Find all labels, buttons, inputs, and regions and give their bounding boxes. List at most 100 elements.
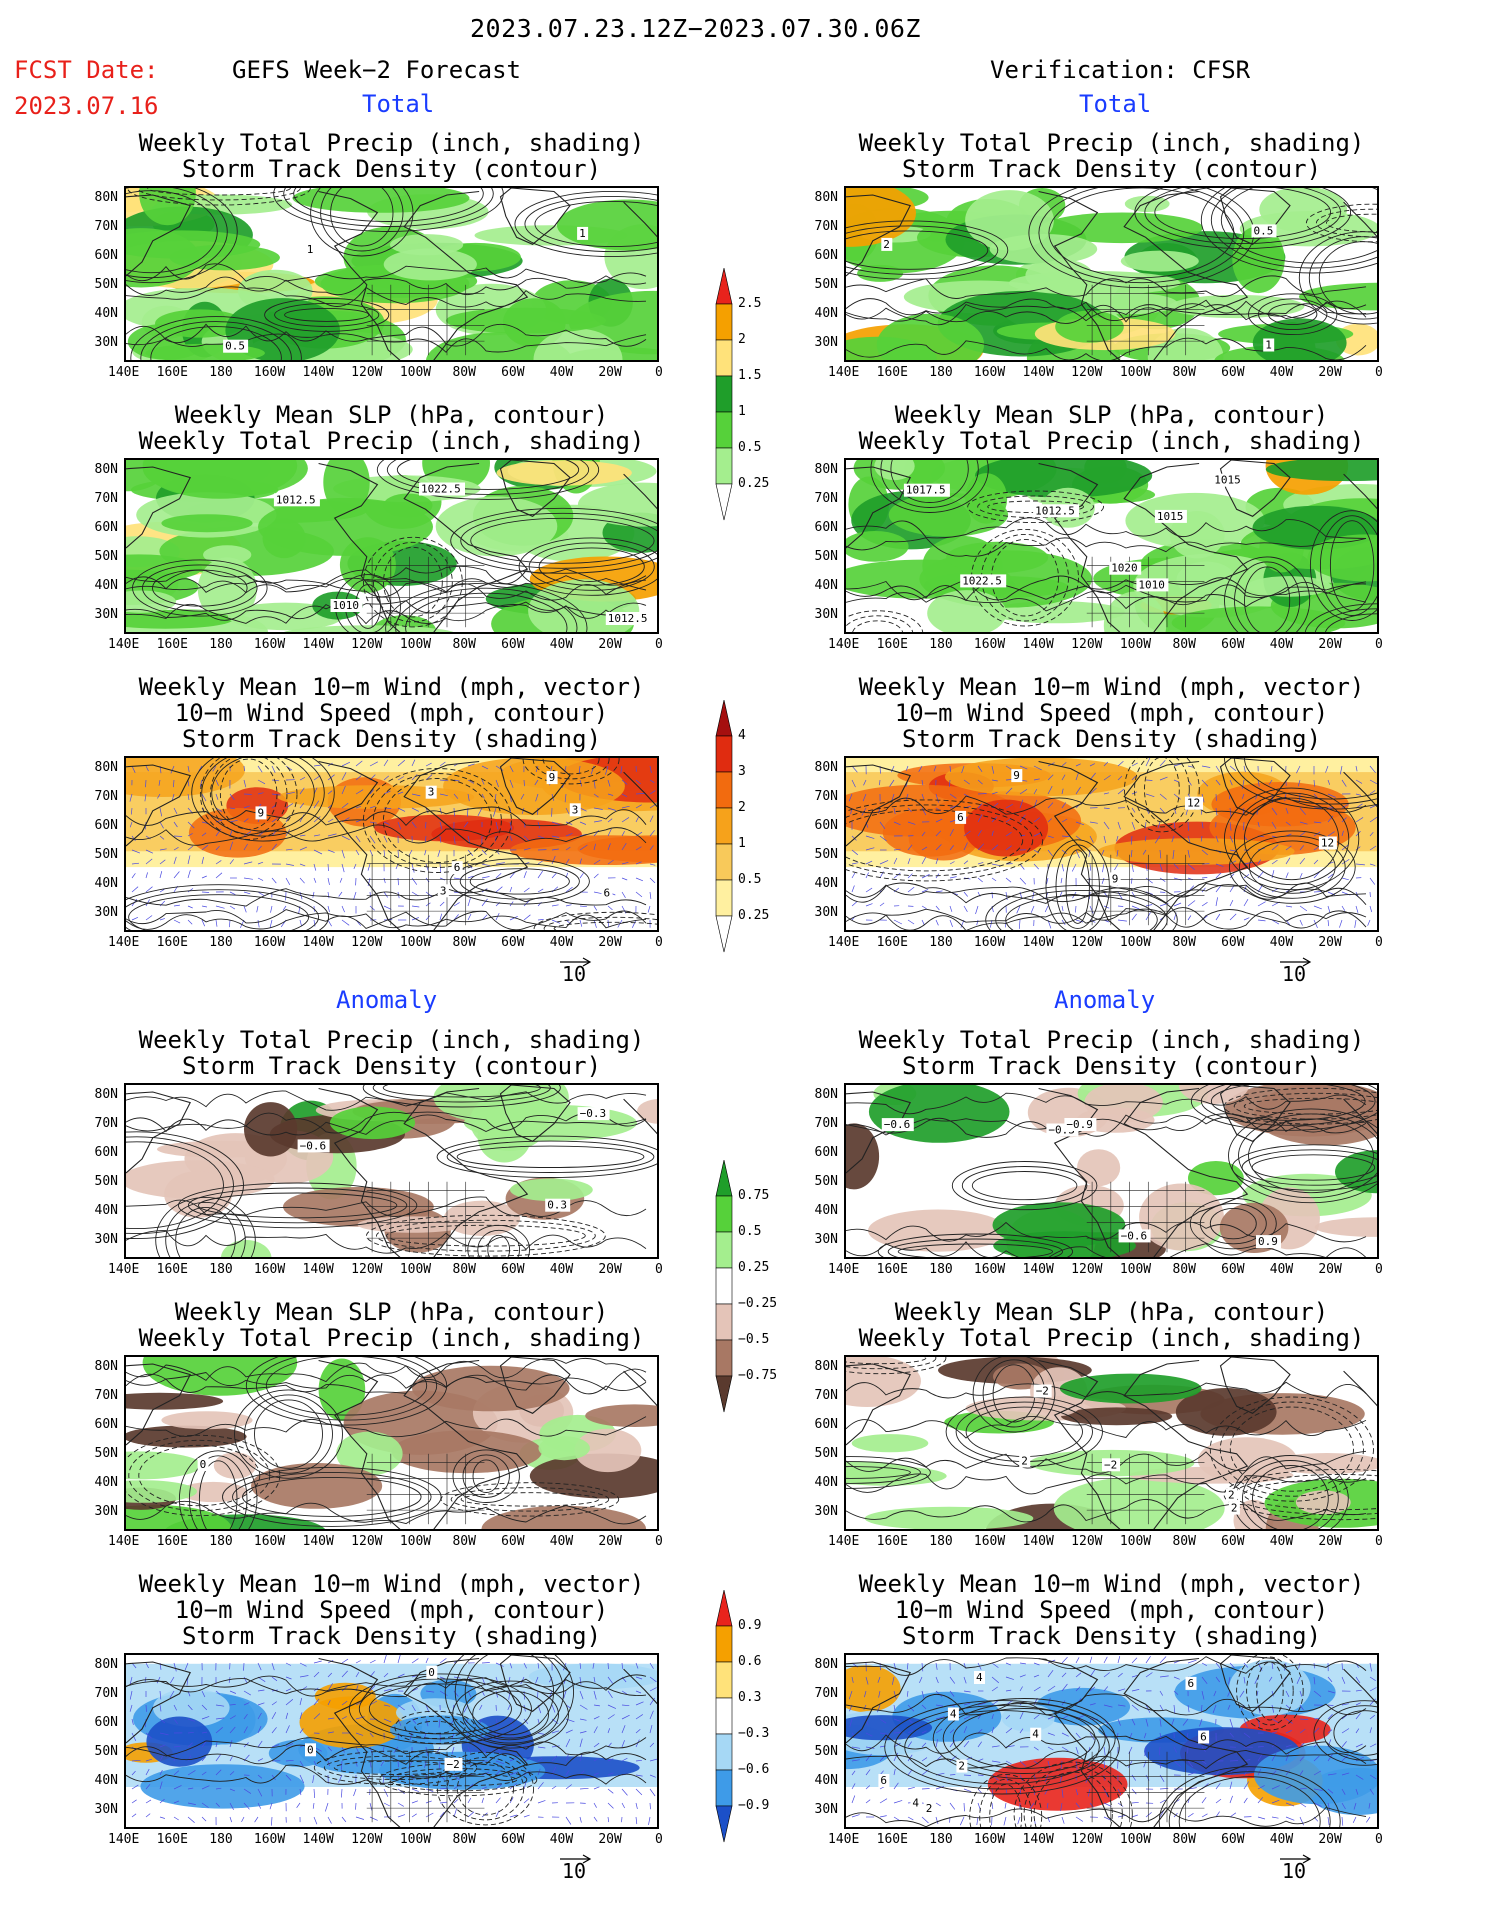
contour-label: 9 <box>546 771 558 785</box>
y-tick-label: 40N <box>814 1475 838 1490</box>
svg-text:4: 4 <box>976 1671 983 1684</box>
x-tick-label: 140E <box>828 935 860 950</box>
contour-label: 2 <box>881 237 893 251</box>
y-tick-label: 80N <box>94 1087 118 1102</box>
x-tick-label: 40W <box>549 1534 574 1549</box>
colorbar-tick-label: 1 <box>738 836 746 851</box>
svg-text:3: 3 <box>572 803 579 816</box>
y-tick-label: 40N <box>814 306 838 321</box>
y-tick-label: 40N <box>94 578 118 593</box>
y-tick-label: 30N <box>94 1802 118 1817</box>
panel-title-line: Weekly Mean 10−m Wind (mph, vector) <box>858 673 1365 701</box>
panel-title-line: Storm Track Density (contour) <box>181 155 602 183</box>
y-tick-label: 40N <box>814 876 838 891</box>
x-tick-label: 40W <box>549 1832 574 1847</box>
x-tick-label: 60W <box>1221 637 1245 652</box>
contour-label: 2 <box>1019 1454 1031 1468</box>
panel-title-line: Weekly Total Precip (inch, shading) <box>138 129 645 157</box>
panel-title-line: Weekly Total Precip (inch, shading) <box>858 1026 1365 1054</box>
x-tick-label: 20W <box>1318 1832 1342 1847</box>
vector-reference-arrow <box>1279 1849 1313 1868</box>
x-tick-label: 100W <box>1119 637 1152 652</box>
x-tick-label: 140W <box>1022 637 1054 652</box>
y-tick-label: 50N <box>94 277 118 292</box>
x-tick-label: 80W <box>452 1262 476 1277</box>
left-column-title: GEFS Week−2 Forecast <box>232 56 521 84</box>
x-tick-label: 20W <box>598 1534 622 1549</box>
x-tick-label: 100W <box>1119 1262 1152 1277</box>
x-tick-label: 160E <box>876 365 908 380</box>
x-tick-label: 140E <box>108 1262 140 1277</box>
panel-title-line: Storm Track Density (shading) <box>901 1622 1322 1650</box>
contour-label: 1 <box>577 226 589 240</box>
right-section-anomaly: Anomaly <box>1054 986 1156 1014</box>
y-tick-label: 50N <box>814 549 838 564</box>
x-tick-label: 160W <box>973 1262 1006 1277</box>
x-tick-label: 160W <box>253 637 286 652</box>
colorbar-tick-label: 3 <box>738 764 746 779</box>
x-tick-label: 160W <box>973 1534 1006 1549</box>
y-tick-label: 70N <box>814 1116 838 1131</box>
svg-text:4: 4 <box>912 1796 919 1809</box>
verification-map-panel: 1017.5 1020 1012.5 1010 1015 1015 1022.5 <box>844 458 1379 634</box>
x-tick-label: 20W <box>1318 637 1342 652</box>
svg-text:−2: −2 <box>1104 1458 1117 1471</box>
y-tick-label: 70N <box>94 1686 118 1701</box>
x-tick-label: 160E <box>876 637 908 652</box>
contour-label: 2 <box>923 1802 935 1816</box>
vector-reference-label: 10 <box>562 1859 587 1883</box>
x-tick-label: 100W <box>399 1832 432 1847</box>
x-tick-label: 140E <box>108 935 140 950</box>
x-tick-label: 140W <box>302 365 334 380</box>
colorbar-tick-label: −0.75 <box>738 1368 778 1383</box>
x-tick-label: 20W <box>598 1832 622 1847</box>
x-tick-label: 20W <box>1318 365 1342 380</box>
contour-label: 1 <box>304 242 316 256</box>
svg-text:0.5: 0.5 <box>1254 224 1274 237</box>
x-tick-label: 0 <box>655 637 663 652</box>
x-tick-label: 80W <box>1172 1832 1196 1847</box>
svg-text:9: 9 <box>549 771 556 784</box>
panel-title-line: Weekly Total Precip (inch, shading) <box>138 1026 645 1054</box>
colorbar-tick-label: −0.3 <box>738 1726 770 1741</box>
contour-label: 0.5 <box>223 339 249 353</box>
forecast-map-panel: 0.5 1 1 <box>124 186 659 362</box>
verification-map-panel: −0.6 0.9 −0.6 −0.3 −0.9 <box>844 1083 1379 1259</box>
x-tick-label: 120W <box>351 1534 383 1549</box>
vector-reference-arrow <box>1279 952 1313 971</box>
svg-text:12: 12 <box>1321 837 1334 850</box>
vector-reference-label: 10 <box>562 962 587 986</box>
x-tick-label: 60W <box>501 365 525 380</box>
svg-text:6: 6 <box>1200 1731 1207 1744</box>
x-tick-label: 180 <box>929 365 953 380</box>
panel-title-line: Weekly Mean SLP (hPa, contour) <box>894 401 1329 429</box>
panel-title-line: Weekly Total Precip (inch, shading) <box>138 1324 645 1352</box>
y-tick-label: 60N <box>94 1145 118 1160</box>
colorbar-tick-label: 2.5 <box>738 296 762 311</box>
colorbar-tick-label: 0.5 <box>738 440 762 455</box>
y-tick-label: 60N <box>814 248 838 263</box>
x-tick-label: 140W <box>1022 1534 1054 1549</box>
contour-label: 4 <box>910 1796 922 1810</box>
y-tick-label: 50N <box>94 847 118 862</box>
y-tick-label: 60N <box>94 818 118 833</box>
y-tick-label: 80N <box>814 462 838 477</box>
anomaly-storm-density-colorbar <box>712 1589 736 1848</box>
left-section-total: Total <box>362 90 435 118</box>
contour-label: −2 <box>1033 1384 1052 1398</box>
x-tick-label: 0 <box>655 935 663 950</box>
x-tick-label: 160W <box>253 1832 286 1847</box>
contour-label: 0.9 <box>1256 1235 1281 1249</box>
panel-title-line: Storm Track Density (shading) <box>181 1622 602 1650</box>
panel-title-line: Weekly Total Precip (inch, shading) <box>858 1324 1365 1352</box>
colorbar-tick-label: 1 <box>738 404 746 419</box>
contour-label: 4 <box>1030 1727 1042 1741</box>
svg-text:1020: 1020 <box>1111 562 1138 575</box>
contour-label: 9 <box>255 806 267 820</box>
x-tick-label: 0 <box>655 365 663 380</box>
x-tick-label: 120W <box>1071 935 1103 950</box>
y-tick-label: 30N <box>814 1232 838 1247</box>
y-tick-label: 70N <box>94 1116 118 1131</box>
y-tick-label: 50N <box>814 1174 838 1189</box>
x-tick-label: 140W <box>302 1832 334 1847</box>
